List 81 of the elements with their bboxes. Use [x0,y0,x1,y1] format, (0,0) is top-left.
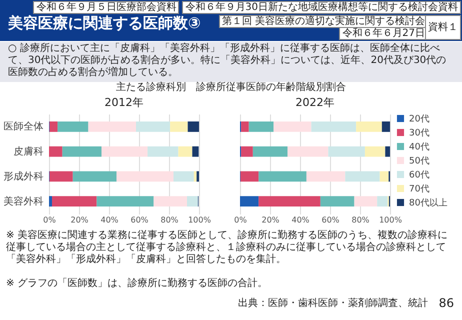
bar [248,121,274,132]
chart-title: 2012年 [104,96,144,109]
bar [88,121,136,132]
bar [52,196,97,207]
text: 第１回 美容医療の適切な実施に関する検討会 [218,15,428,28]
bar [252,146,288,157]
bar [258,196,320,207]
x-tick-label: 80% [352,216,370,224]
legend-label: 60代 [409,170,430,180]
bar [174,171,194,182]
bar [385,146,390,157]
bar [377,196,388,207]
bar [49,146,62,157]
y-tick-label: 美容外科 [4,195,44,208]
y-tick-label: 医師全体 [4,120,44,133]
text: 86 [438,296,454,310]
bar [274,121,312,132]
x-tick-label: 0% [234,216,248,224]
source-note: 出典：医師・歯科医師・薬剤師調査、統計 [238,298,428,310]
x-tick-label: 80% [160,216,179,224]
bar [188,121,199,132]
legend-label: 40代 [409,142,430,152]
bar [382,121,390,132]
bar [49,196,52,207]
x-tick-label: 40% [292,216,310,224]
bar [116,171,174,182]
bar [311,121,356,132]
x-tick-label: 20% [70,216,89,224]
text: 主たる診療科別 診療所従事医師の年齢階級別割合 [115,82,347,94]
bar [328,146,365,157]
text: 美容医療に関連する医師数③ [8,14,201,33]
bar [258,171,306,182]
bar [354,196,378,207]
bar [178,146,192,157]
text: 令和６年９月30日新たな地域医療構想等に関する検討会資料 [182,1,461,14]
legend-label: 80代以上 [409,198,448,208]
chart-title: 2022年 [296,96,334,109]
bar [345,171,380,182]
legend-label: 30代 [409,128,430,138]
bar [58,121,88,132]
bar [136,121,170,132]
x-tick-label: 60% [322,216,340,224]
bar [241,121,249,132]
bar [288,146,328,157]
text: 資料１ [425,15,461,40]
text: ※ グラフの「医師数」は、診療所に勤務する医師の合計。 [6,278,269,290]
x-tick-label: 40% [100,216,119,224]
bar [187,196,198,207]
text: ※ 美容医療に関連する業務に従事する医師として、診療所に勤務する医師のうち、複数の診療科に従事している場合の主として従事する診療科と、１診療科のみに従事している場合の診療科として「美容外科」「形成外科」「皮膚科」と回答したものを集計。 [6,230,449,266]
legend-label: 50代 [409,156,430,166]
legend-label: 20代 [409,114,430,124]
bar [364,146,386,157]
bar [192,146,199,157]
bar [96,196,154,207]
bar [49,121,58,132]
bar [241,146,253,157]
legend-label: 70代 [409,184,430,194]
x-tick-label: 0% [43,216,56,224]
bar [240,196,259,207]
text: ○ 診療所において主に「皮膚科」「美容外科」「形成外科」に従事する医師は、医師全体に比べて、30代以下の医師が占める割合が多い。特に「美容外科」については、近年、20代及び30代の医師数の占める割合が増加している。 [0,42,462,82]
bar [356,121,382,132]
bar [170,121,188,132]
bar [102,146,148,157]
text: 令和６年６月27日 [339,27,428,40]
x-tick-label: 100% [188,216,212,224]
x-tick-label: 100% [379,216,402,224]
bar [154,196,187,207]
text: 令和６年９月５日医療部会資料 [33,1,180,14]
bar [380,171,389,182]
bar [62,146,102,157]
bar [320,196,354,207]
bar [148,146,178,157]
bar [240,171,259,182]
bar [306,171,346,182]
x-tick-label: 60% [130,216,149,224]
bar [194,171,197,182]
bar [72,171,116,182]
x-tick-label: 20% [262,216,280,224]
y-tick-label: 形成外科 [4,170,44,182]
y-tick-label: 皮膚科 [14,146,44,158]
bar [49,171,73,182]
